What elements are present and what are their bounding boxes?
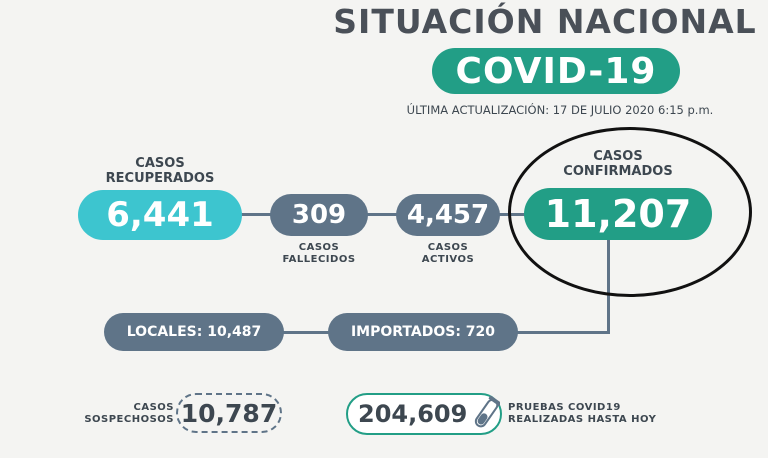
last-update-text: ÚLTIMA ACTUALIZACIÓN: 17 DE JULIO 2020 6… (406, 103, 714, 117)
pruebas-label: PRUEBAS COVID19 REALIZADAS HASTA HOY (508, 402, 657, 425)
locales-pill: LOCALES: 10,487 (104, 313, 284, 351)
sospechosos-value: 10,787 (176, 393, 282, 433)
recuperados-label: CASOS RECUPERADOS (105, 156, 215, 186)
activos-label: CASOS ACTIVOS (421, 242, 475, 265)
pruebas-value: 204,609 (358, 400, 468, 428)
recuperados-value: 6,441 (78, 190, 242, 240)
covid-badge: COVID-19 (432, 48, 680, 94)
fallecidos-value: 309 (270, 194, 368, 236)
test-tube-icon (472, 394, 502, 434)
page-title: SITUACIÓN NACIONAL (333, 2, 757, 41)
importados-pill: IMPORTADOS: 720 (328, 313, 518, 351)
connector-line-top (160, 213, 620, 216)
sospechosos-label: CASOS SOSPECHOSOS (84, 402, 174, 425)
activos-value: 4,457 (396, 194, 500, 236)
highlight-ellipse (508, 127, 752, 297)
pruebas-box: 204,609 (346, 393, 502, 435)
fallecidos-label: CASOS FALLECIDOS (282, 242, 356, 265)
